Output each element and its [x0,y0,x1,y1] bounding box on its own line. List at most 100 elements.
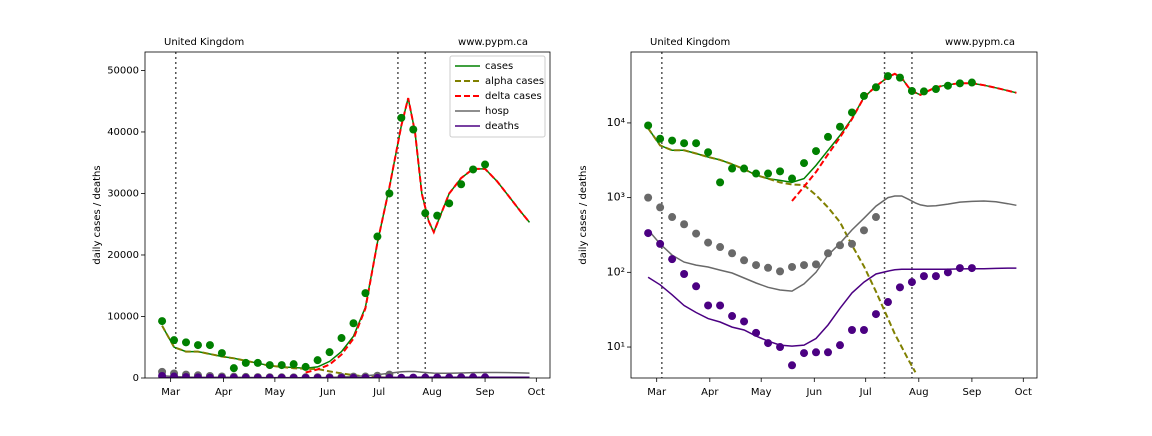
data-point [277,373,286,378]
y-tick-label: 30000 [107,188,139,199]
data-point [337,373,346,378]
data-point [361,289,370,298]
data-point [445,199,454,208]
data-point [421,209,430,218]
data-point [205,373,214,378]
data-point [740,256,749,265]
legend-box [449,55,546,138]
axes-frame [144,51,551,379]
x-tick-label: Jul [859,387,872,398]
data-point [931,85,940,94]
data-point [229,373,238,378]
data-point [692,139,701,148]
data-point [740,317,749,326]
panel: United Kingdom www.pypm.ca daily cases / d… [578,37,1038,398]
series-line [647,127,917,373]
data-point [788,262,797,271]
data-point [469,165,478,174]
data-point [943,81,952,90]
data-point [170,372,179,378]
data-point [728,164,737,173]
data-point [716,178,725,187]
data-point [644,193,653,202]
data-point [445,373,454,378]
source-label: www.pypm.ca [945,37,1015,48]
data-point [349,373,358,378]
x-tick-label: Apr [701,387,719,398]
data-point [752,328,761,337]
data-point [871,213,880,222]
data-point [217,373,226,378]
y-tick-label: 50000 [107,65,139,76]
data-point [217,349,226,358]
data-point [301,373,310,378]
y-tick-label: 10³ [607,191,625,204]
data-point [481,160,490,169]
data-point [397,113,406,122]
data-point [800,159,809,168]
legend-label: hosp [485,106,509,117]
data-point [824,249,833,258]
data-point [800,261,809,270]
data-point [644,229,653,238]
data-point [349,319,358,328]
data-point [397,373,406,378]
data-point [919,272,928,281]
data-point [289,373,298,378]
data-point [776,343,785,352]
data-point [788,174,797,183]
data-point [158,371,167,378]
data-point [277,361,286,370]
data-point [481,373,490,378]
data-point [265,361,274,370]
data-point [325,348,334,357]
data-point [907,278,916,287]
data-point [919,87,928,96]
data-point [158,317,167,326]
data-point [170,336,179,345]
data-point [433,211,442,220]
data-point [265,373,274,378]
data-point [469,373,478,378]
data-point [931,272,940,281]
data-point [656,134,665,143]
data-point [847,239,856,248]
series-line [647,72,1017,184]
data-point [824,132,833,141]
y-tick-label: 20000 [107,250,139,261]
data-point [229,364,238,373]
data-point [788,361,797,370]
y-tick-label: 0 [133,373,139,384]
data-point [421,373,430,378]
data-point [728,249,737,258]
data-point [704,148,713,157]
data-point [835,241,844,250]
plot-area [644,52,1017,378]
panel: United Kingdom www.pypm.ca daily cases / d… [92,37,551,398]
y-tick-label: 10⁴ [607,116,626,129]
data-point [644,121,653,130]
x-tick-label: May [751,387,772,398]
x-tick-label: May [265,387,286,398]
data-point [385,373,394,378]
data-point [835,122,844,131]
data-point [776,267,785,276]
series-line [161,97,531,369]
data-point [728,312,737,321]
data-point [433,373,442,378]
data-point [409,125,418,134]
series-line [647,267,1017,347]
data-point [716,301,725,310]
data-point [313,373,322,378]
data-point [704,238,713,247]
y-axis-label: daily cases / deaths [578,165,589,264]
series-line [647,195,1017,292]
data-point [847,326,856,335]
y-axis-label: daily cases / deaths [92,165,103,264]
data-point [871,83,880,92]
series-line [791,72,1017,202]
legend-label: alpha cases [485,76,544,87]
data-point [955,79,964,88]
data-point [457,373,466,378]
data-point [182,338,191,347]
